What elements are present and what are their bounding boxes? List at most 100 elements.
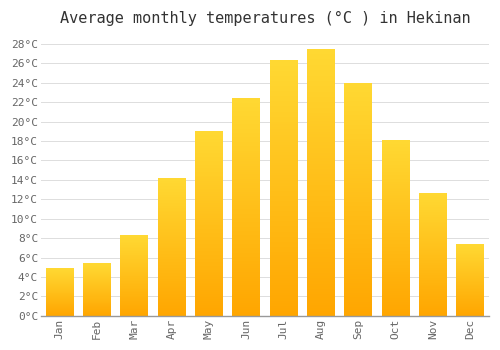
Bar: [270, 311, 297, 313]
Bar: [456, 281, 484, 282]
Bar: [456, 250, 484, 251]
Bar: [307, 153, 335, 156]
Bar: [232, 207, 260, 209]
Bar: [307, 166, 335, 169]
Bar: [419, 310, 447, 311]
Bar: [120, 314, 148, 315]
Bar: [419, 197, 447, 199]
Bar: [195, 250, 223, 251]
Bar: [195, 177, 223, 179]
Bar: [456, 258, 484, 259]
Bar: [456, 278, 484, 279]
Bar: [270, 214, 297, 216]
Bar: [232, 209, 260, 211]
Bar: [344, 136, 372, 139]
Bar: [158, 298, 186, 299]
Bar: [195, 157, 223, 159]
Bar: [456, 248, 484, 249]
Bar: [456, 268, 484, 269]
Bar: [120, 284, 148, 285]
Bar: [232, 261, 260, 264]
Bar: [158, 283, 186, 284]
Bar: [344, 232, 372, 234]
Bar: [120, 294, 148, 295]
Bar: [419, 265, 447, 267]
Bar: [419, 301, 447, 302]
Bar: [158, 295, 186, 296]
Bar: [456, 270, 484, 271]
Bar: [419, 205, 447, 206]
Bar: [270, 104, 297, 106]
Bar: [270, 96, 297, 99]
Bar: [158, 262, 186, 264]
Bar: [344, 218, 372, 220]
Bar: [307, 57, 335, 60]
Bar: [344, 169, 372, 171]
Bar: [419, 298, 447, 299]
Bar: [83, 311, 111, 312]
Bar: [382, 230, 409, 231]
Bar: [83, 276, 111, 277]
Bar: [158, 269, 186, 270]
Bar: [382, 253, 409, 254]
Bar: [232, 268, 260, 270]
Bar: [344, 193, 372, 195]
Bar: [344, 302, 372, 304]
Bar: [46, 307, 74, 308]
Bar: [419, 286, 447, 287]
Bar: [307, 265, 335, 268]
Bar: [382, 231, 409, 233]
Bar: [158, 181, 186, 182]
Bar: [270, 221, 297, 224]
Bar: [270, 124, 297, 127]
Bar: [120, 240, 148, 241]
Bar: [419, 278, 447, 279]
Bar: [158, 204, 186, 205]
Bar: [456, 291, 484, 292]
Bar: [158, 268, 186, 269]
Bar: [195, 275, 223, 277]
Bar: [46, 278, 74, 279]
Bar: [195, 198, 223, 199]
Bar: [83, 296, 111, 297]
Bar: [232, 194, 260, 196]
Bar: [456, 265, 484, 266]
Bar: [232, 222, 260, 224]
Bar: [419, 305, 447, 306]
Bar: [232, 242, 260, 244]
Bar: [120, 308, 148, 309]
Bar: [456, 252, 484, 253]
Bar: [344, 206, 372, 209]
Bar: [307, 252, 335, 254]
Bar: [270, 262, 297, 265]
Bar: [382, 286, 409, 288]
Bar: [270, 119, 297, 122]
Bar: [344, 155, 372, 158]
Bar: [195, 155, 223, 157]
Bar: [195, 190, 223, 192]
Bar: [419, 281, 447, 282]
Bar: [419, 291, 447, 293]
Bar: [195, 295, 223, 298]
Bar: [195, 273, 223, 275]
Bar: [419, 201, 447, 202]
Bar: [382, 198, 409, 200]
Bar: [307, 158, 335, 161]
Bar: [232, 138, 260, 140]
Bar: [195, 266, 223, 268]
Bar: [419, 256, 447, 257]
Bar: [270, 283, 297, 285]
Bar: [456, 298, 484, 299]
Bar: [307, 289, 335, 292]
Bar: [344, 295, 372, 297]
Bar: [195, 196, 223, 198]
Bar: [456, 289, 484, 290]
Bar: [382, 195, 409, 196]
Bar: [270, 175, 297, 178]
Bar: [83, 271, 111, 272]
Bar: [344, 304, 372, 307]
Bar: [232, 211, 260, 214]
Bar: [344, 111, 372, 113]
Bar: [120, 264, 148, 265]
Bar: [120, 247, 148, 248]
